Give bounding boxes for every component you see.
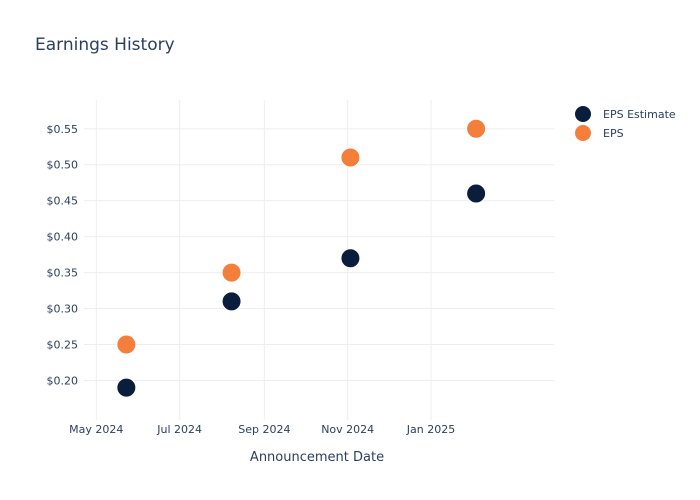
data-points: [116, 118, 487, 398]
y-tick-label: $0.45: [47, 195, 79, 208]
eps-estimate-point: [116, 377, 137, 398]
x-axis-ticks: May 2024 Jul 2024 Sep 2024 Nov 2024 Jan 2025: [69, 423, 455, 436]
eps-point: [221, 262, 242, 283]
x-tick-label: May 2024: [69, 423, 123, 436]
chart-title: Earnings History: [35, 35, 175, 55]
legend: EPS Estimate EPS: [575, 106, 676, 141]
x-tick-label: Nov 2024: [321, 423, 374, 436]
x-tick-label: Jul 2024: [156, 423, 202, 436]
y-tick-label: $0.40: [47, 231, 79, 244]
legend-label-eps-estimate: EPS Estimate: [603, 108, 676, 121]
y-tick-label: $0.25: [47, 338, 79, 351]
x-tick-label: Jan 2025: [406, 423, 455, 436]
eps-point: [116, 334, 137, 355]
y-tick-label: $0.20: [47, 374, 79, 387]
x-axis-title: Announcement Date: [250, 450, 384, 465]
eps-point: [340, 147, 361, 168]
grid-lines: [84, 100, 554, 420]
eps-estimate-point: [466, 183, 487, 204]
eps-estimate-point: [221, 291, 242, 312]
y-tick-label: $0.35: [47, 267, 79, 280]
y-axis-ticks: $0.20 $0.25 $0.30 $0.35 $0.40 $0.45 $0.50 $0.55: [47, 123, 79, 388]
y-tick-label: $0.30: [47, 303, 79, 316]
y-tick-label: $0.50: [47, 159, 79, 172]
eps-point: [466, 118, 487, 139]
legend-label-eps: EPS: [603, 127, 624, 140]
x-tick-label: Sep 2024: [238, 423, 290, 436]
y-tick-label: $0.55: [47, 123, 79, 136]
eps-estimate-point: [340, 248, 361, 269]
legend-marker-eps-estimate: [575, 106, 591, 122]
legend-marker-eps: [575, 125, 591, 141]
